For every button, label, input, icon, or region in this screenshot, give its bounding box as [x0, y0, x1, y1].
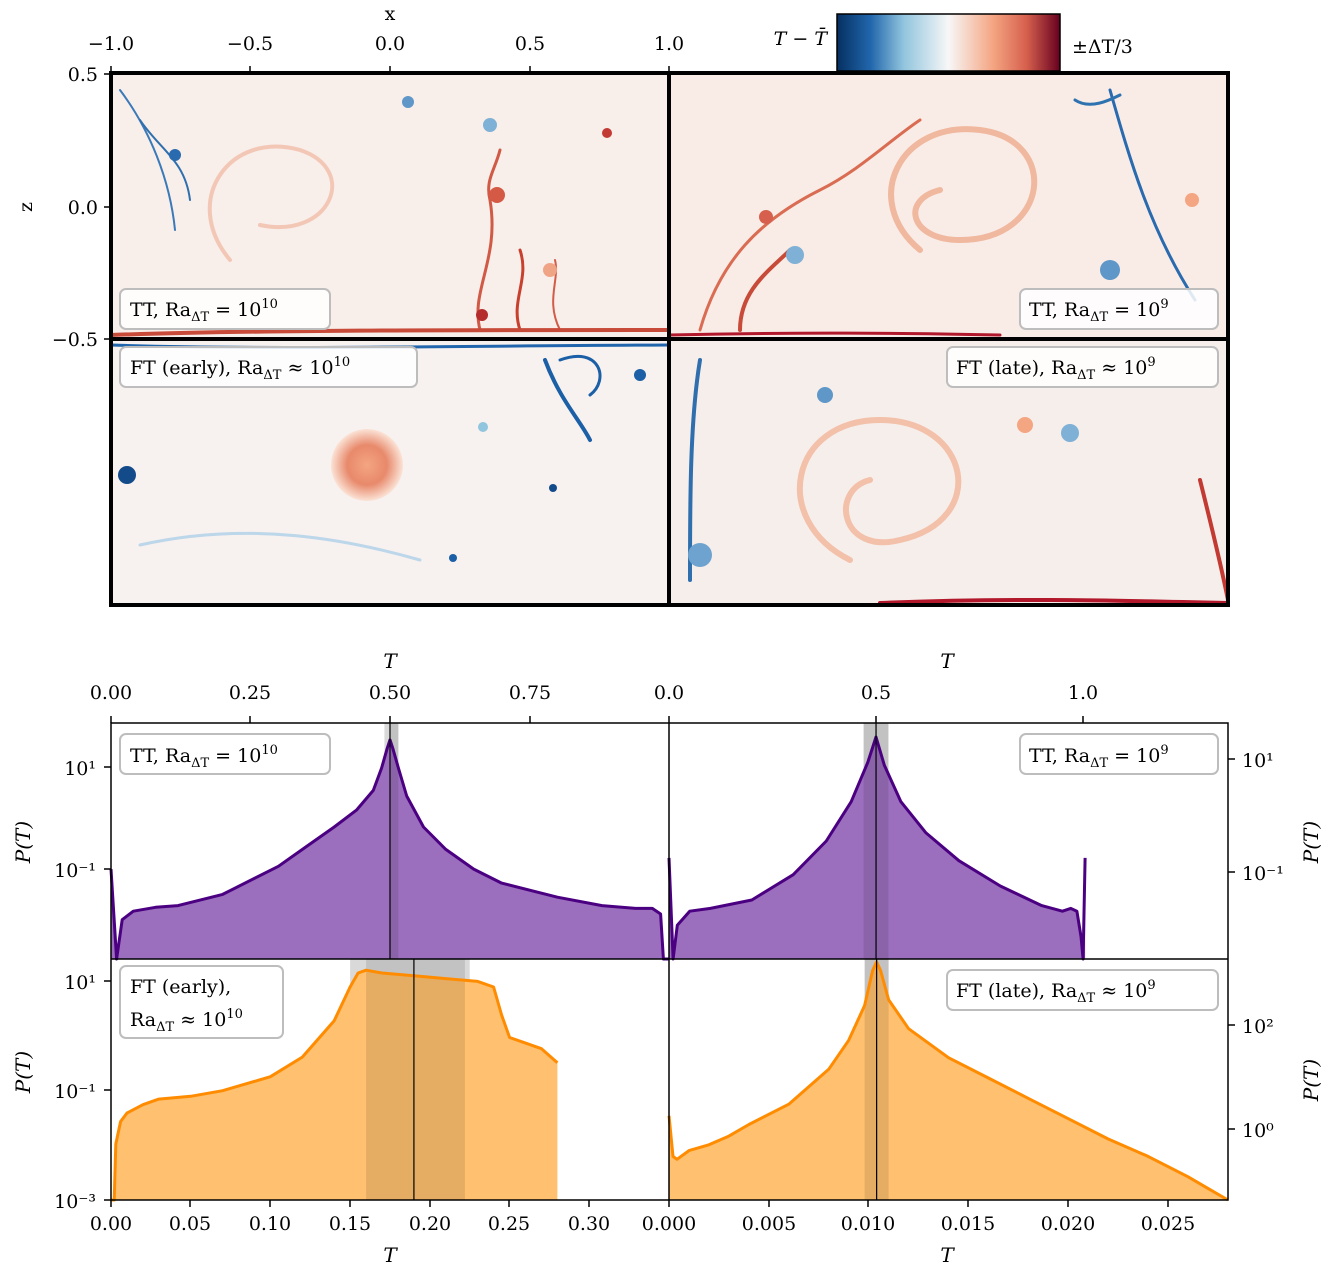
pdf-panel-top-right: [667, 723, 1087, 961]
field-ztick: 0.0: [68, 197, 98, 219]
pdf-top-left-ytick: 10⁻¹: [54, 860, 96, 882]
field-label-ft-late: FT (late), RaΔT ≈ 109: [946, 346, 1219, 388]
pdf-label-tt-1e10: TT, RaΔT = 1010: [119, 733, 331, 775]
pdf-bottom-right-xtick: 0.015: [941, 1213, 995, 1235]
pdf-bottom-right-xtick: 0.010: [841, 1213, 895, 1235]
field-xtick: 0.0: [375, 33, 405, 55]
field-x-axis: x −1.0 −0.5 0.0 0.5 1.0: [88, 3, 684, 73]
field-panels: TT, RaΔT = 1010 TT, RaΔT = 109 FT (early…: [15, 3, 1230, 607]
pdf-area: [111, 970, 558, 1200]
pdf-top-right-ytick: 10¹: [1242, 750, 1274, 772]
pdf-bottom-left-ytick: 10¹: [64, 972, 96, 994]
colorbar-gradient: [836, 13, 1061, 72]
pdf-top-left-ylabel: P(T): [11, 821, 35, 864]
pdf-bottom-right-ytick: 10⁰: [1242, 1120, 1274, 1142]
field-ztick: 0.5: [68, 64, 98, 86]
pdf-area: [669, 737, 1086, 959]
field-xlabel: x: [385, 3, 396, 25]
pdf-area: [669, 961, 1228, 1200]
field-xtick: −0.5: [227, 33, 273, 55]
field-label-ft-early: FT (early), RaΔT ≈ 1010: [119, 346, 418, 388]
pdf-label-ft-early: FT (early), RaΔT ≈ 1010: [119, 965, 284, 1039]
pdf-bottom-left-xtick: 0.10: [249, 1213, 291, 1235]
svg-text:FT (early),: FT (early),: [130, 976, 231, 998]
svg-text:TT, RaΔT = 109: TT, RaΔT = 109: [1029, 743, 1169, 771]
pdf-bottom-right-xtick: 0.000: [642, 1213, 696, 1235]
pdf-bottom-left-ylabel: P(T): [11, 1051, 35, 1094]
pdf-top-right-ylabel: P(T): [1299, 821, 1323, 864]
field-xtick: −1.0: [88, 33, 134, 55]
pdf-bottom-left-xtick: 0.25: [488, 1213, 530, 1235]
pdf-top-left-xlabel: T: [383, 649, 398, 673]
pdf-panel-bottom-right: [667, 959, 1229, 1202]
mean-band-overlay: [366, 959, 465, 1200]
pdf-panels: TT, RaΔT = 1010 TT, RaΔT = 109 FT (early…: [11, 649, 1323, 1267]
svg-text:TT, RaΔT = 1010: TT, RaΔT = 1010: [130, 743, 278, 771]
pdf-bottom-left-ytick: 10⁻³: [54, 1191, 96, 1213]
field-structures: [109, 88, 1230, 605]
pdf-area-layer: [109, 723, 1229, 1202]
pdf-bottom-left-xtick: 0.30: [568, 1213, 610, 1235]
pdf-bottom-left-xtick: 0.15: [329, 1213, 371, 1235]
svg-text:FT (early), RaΔT ≈ 1010: FT (early), RaΔT ≈ 1010: [130, 355, 350, 383]
pdf-panel-top-left: [109, 723, 669, 961]
svg-text:RaΔT ≈ 1010: RaΔT ≈ 1010: [130, 1007, 243, 1035]
pdf-label-tt-1e9: TT, RaΔT = 109: [1019, 733, 1219, 775]
pdf-top-left-ytick: 10¹: [64, 758, 96, 780]
field-zlabel: z: [15, 202, 37, 212]
pdf-bottom-left-ytick: 10⁻¹: [54, 1081, 96, 1103]
pdf-bottom-right-xtick: 0.020: [1041, 1213, 1095, 1235]
field-xtick: 0.5: [515, 33, 545, 55]
colorbar: T − T̄ ±ΔT/3: [774, 13, 1133, 72]
field-label-tt-1e9: TT, RaΔT = 109: [1019, 288, 1219, 330]
pdf-bottom-right-ytick: 10²: [1242, 1016, 1274, 1038]
pdf-bottom-left-xtick: 0.00: [90, 1213, 132, 1235]
pdf-top-axes: T T 0.00 0.25 0.50 0.75 0.0 0.5 1.0: [90, 649, 1098, 723]
pdf-line: [111, 968, 559, 1202]
pdf-panel-bottom-left: [111, 959, 559, 1202]
pdf-top-right-xtick: 0.5: [861, 682, 891, 704]
pdf-bottom-left-xtick: 0.05: [169, 1213, 211, 1235]
pdf-top-right-ytick: 10⁻¹: [1242, 863, 1284, 885]
svg-text:FT (late), RaΔT ≈ 109: FT (late), RaΔT ≈ 109: [956, 355, 1156, 383]
pdf-top-left-xtick: 0.00: [90, 682, 132, 704]
colorbar-left-label: T − T̄: [774, 27, 829, 50]
pdf-top-left-xtick: 0.50: [369, 682, 411, 704]
pdf-bottom-right-xtick: 0.005: [742, 1213, 796, 1235]
pdf-top-right-xtick: 1.0: [1068, 682, 1098, 704]
colorbar-right-label: ±ΔT/3: [1072, 36, 1133, 58]
pdf-y-axes: 10¹ 10⁻¹ 10¹ 10⁻¹ 10⁻³ 10¹ 10⁻¹ 10² 10⁰ …: [11, 750, 1323, 1213]
pdf-label-ft-late: FT (late), RaΔT ≈ 109: [946, 969, 1219, 1011]
pdf-bottom-right-xtick: 0.025: [1141, 1213, 1195, 1235]
mean-band-overlay: [390, 723, 399, 959]
pdf-top-right-xtick: 0.0: [654, 682, 684, 704]
svg-text:TT, RaΔT = 1010: TT, RaΔT = 1010: [130, 297, 278, 325]
field-xtick: 1.0: [654, 33, 684, 55]
svg-text:TT, RaΔT = 109: TT, RaΔT = 109: [1029, 297, 1169, 325]
pdf-bottom-right-xlabel: T: [940, 1243, 955, 1267]
pdf-line: [667, 735, 1087, 961]
field-label-tt-1e10: TT, RaΔT = 1010: [119, 288, 331, 330]
svg-text:FT (late), RaΔT ≈ 109: FT (late), RaΔT ≈ 109: [956, 978, 1156, 1006]
pdf-bottom-left-xtick: 0.20: [409, 1213, 451, 1235]
pdf-bottom-right-ylabel: P(T): [1299, 1059, 1323, 1102]
field-ztick: −0.5: [52, 329, 98, 351]
pdf-top-right-xlabel: T: [940, 649, 955, 673]
pdf-top-left-xtick: 0.75: [509, 682, 551, 704]
pdf-bottom-axes: 0.00 0.05 0.10 0.15 0.20 0.25 0.30 0.000…: [90, 1200, 1195, 1267]
field-z-axis: z 0.5 0.0 −0.5: [15, 64, 111, 351]
pdf-top-left-xtick: 0.25: [229, 682, 271, 704]
pdf-bottom-left-xlabel: T: [383, 1243, 398, 1267]
